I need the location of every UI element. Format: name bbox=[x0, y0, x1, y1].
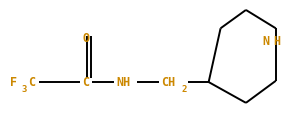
Text: 2: 2 bbox=[182, 86, 187, 94]
Text: O: O bbox=[82, 32, 90, 44]
Text: 3: 3 bbox=[21, 86, 26, 94]
Text: H: H bbox=[274, 35, 281, 48]
Text: C: C bbox=[82, 76, 90, 88]
Text: N: N bbox=[262, 35, 269, 48]
Text: NH: NH bbox=[116, 76, 130, 88]
Text: CH: CH bbox=[161, 76, 175, 88]
Text: F: F bbox=[10, 76, 17, 88]
Text: C: C bbox=[28, 76, 35, 88]
